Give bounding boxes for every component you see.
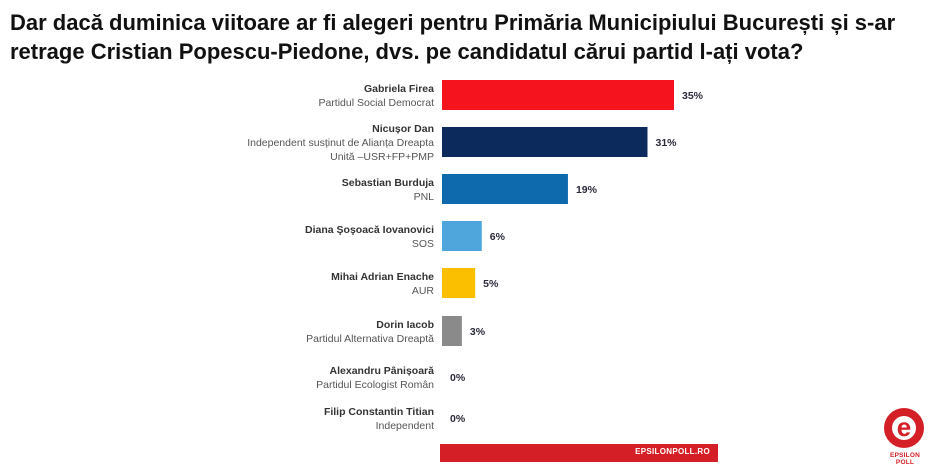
candidate-party: SOS: [412, 238, 434, 250]
candidate-party: Unită –USR+FP+PMP: [330, 151, 434, 163]
value-label: 19%: [576, 184, 598, 196]
bar: [442, 316, 462, 346]
candidate-name: Gabriela Firea: [364, 83, 434, 95]
candidate-name: Diana Şoşoacă Iovanovici: [305, 224, 434, 236]
bar: [442, 221, 482, 251]
candidate-party: AUR: [412, 285, 435, 297]
value-label: 6%: [490, 231, 506, 243]
value-label: 0%: [450, 372, 466, 384]
value-label: 3%: [470, 326, 486, 338]
footer-site-link[interactable]: EPSILONPOLL.RO: [635, 447, 710, 456]
candidate-name: Alexandru Pânișoară: [330, 365, 435, 377]
value-label: 31%: [655, 137, 677, 149]
candidate-name: Filip Constantin Titian: [324, 406, 434, 418]
bar: [442, 80, 674, 110]
bar: [442, 174, 568, 204]
logo-text: EPSILON POLL: [890, 452, 920, 466]
candidate-name: Sebastian Burduja: [342, 177, 434, 189]
value-label: 0%: [450, 413, 466, 425]
candidate-name: Nicușor Dan: [372, 123, 434, 135]
candidate-name: Mihai Adrian Enache: [331, 271, 434, 283]
candidate-party: Independent: [376, 420, 434, 432]
bar: [442, 268, 476, 298]
candidate-party: Independent susținut de Alianța Dreapta: [247, 137, 434, 149]
logo-circle-icon: [884, 408, 924, 448]
value-label: 35%: [682, 90, 704, 102]
chart-title: Dar dacă duminica viitoare ar fi alegeri…: [10, 10, 896, 64]
candidate-name: Dorin Iacob: [376, 319, 434, 331]
candidate-party: Partidul Social Democrat: [318, 97, 434, 109]
logo-letter: e: [896, 412, 912, 442]
candidate-party: Partidul Alternativa Dreaptă: [306, 333, 434, 345]
footer-bar: EPSILONPOLL.RO: [440, 444, 718, 462]
value-label: 5%: [483, 278, 499, 290]
candidate-party: PNL: [414, 191, 435, 203]
candidate-party: Partidul Ecologist Român: [316, 379, 434, 391]
bar: [442, 127, 648, 157]
epsilon-poll-logo: e EPSILON POLL: [880, 408, 930, 466]
